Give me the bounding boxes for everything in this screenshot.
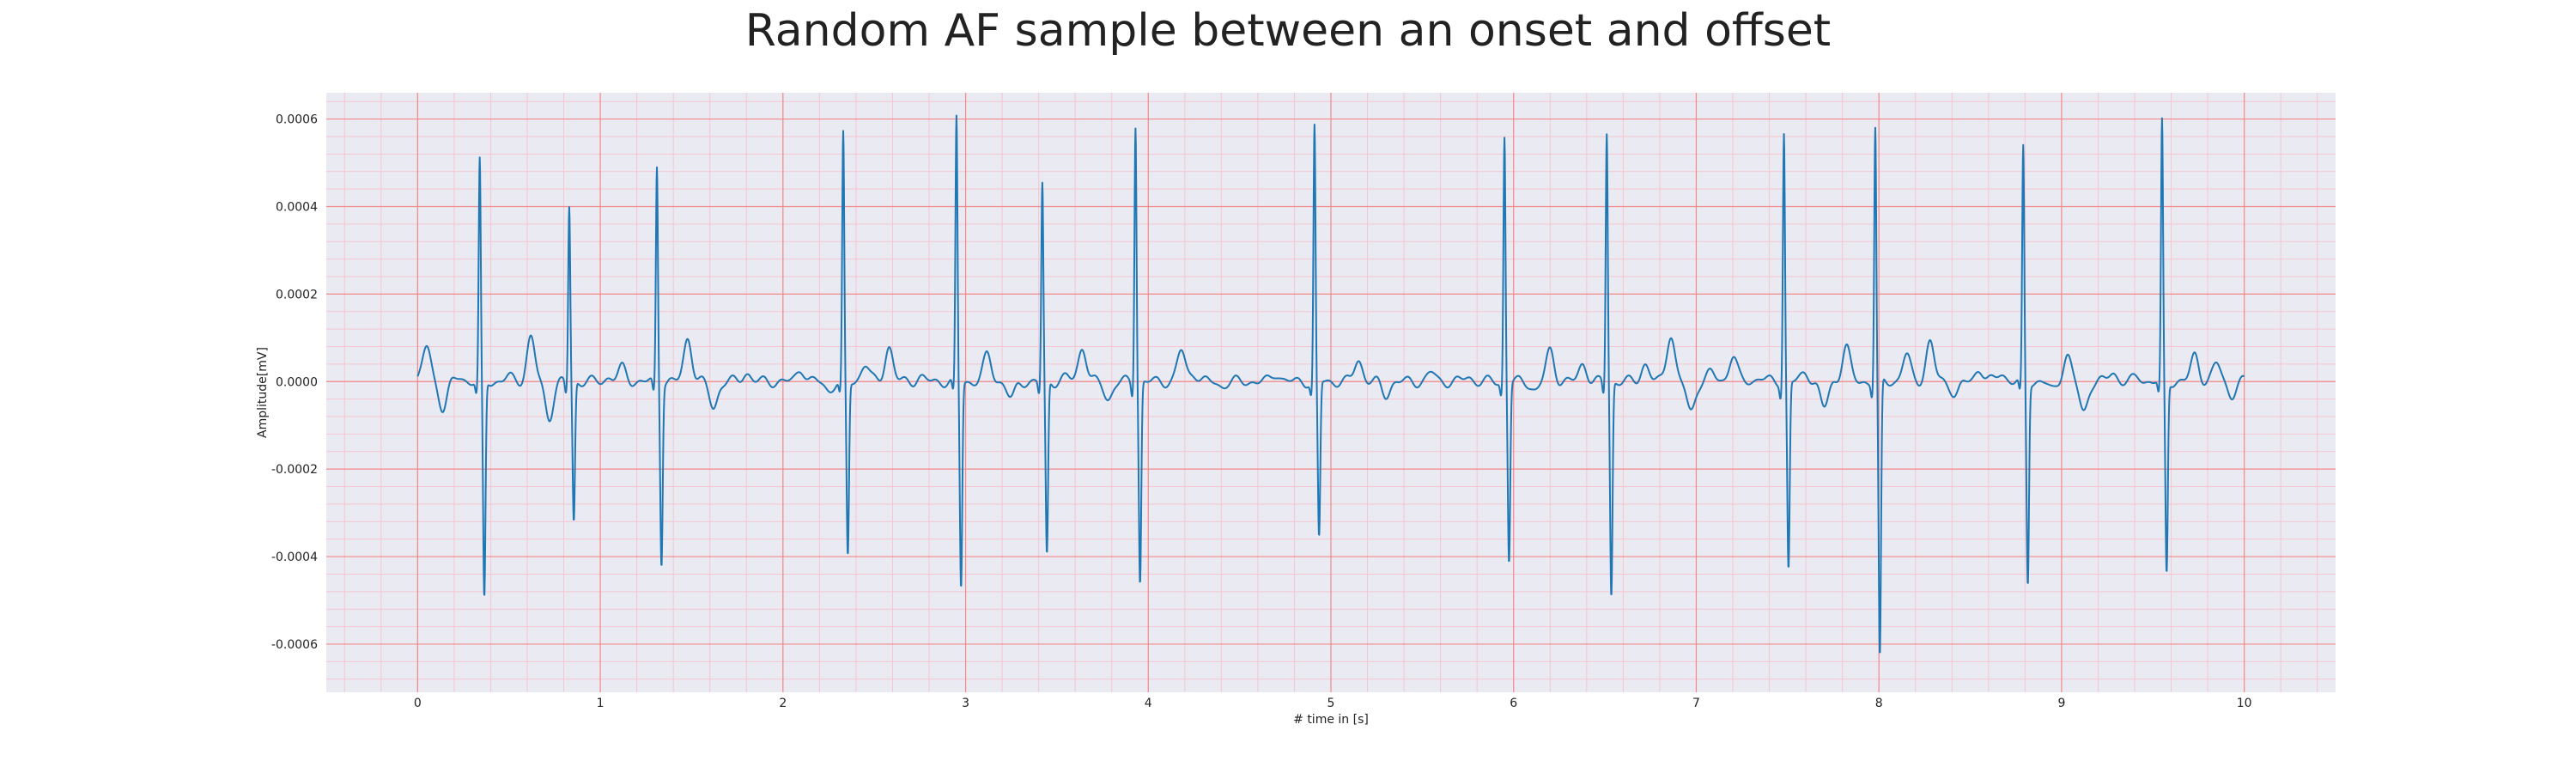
y-tick-label: 0.0002 bbox=[276, 288, 318, 301]
x-tick-labels: 0 1 2 3 4 5 6 7 8 9 10 bbox=[414, 697, 2252, 710]
x-tick-label: 2 bbox=[779, 697, 787, 710]
y-tick-label: 0.0006 bbox=[276, 113, 318, 127]
y-tick-label: -0.0002 bbox=[271, 463, 318, 477]
x-tick-label: 6 bbox=[1510, 697, 1517, 710]
x-tick-label: 5 bbox=[1327, 697, 1335, 710]
chart-title: Random AF sample between an onset and of… bbox=[744, 5, 1832, 57]
x-tick-label: 3 bbox=[962, 697, 969, 710]
x-axis-label: # time in [s] bbox=[1293, 713, 1369, 727]
x-tick-label: 10 bbox=[2237, 697, 2252, 710]
y-tick-label: -0.0006 bbox=[271, 638, 318, 652]
x-tick-label: 7 bbox=[1692, 697, 1700, 710]
y-tick-labels: -0.0006 -0.0004 -0.0002 0.0000 0.0002 0.0004 0… bbox=[271, 113, 318, 652]
x-tick-label: 4 bbox=[1145, 697, 1152, 710]
series-group bbox=[416, 114, 2245, 654]
x-tick-label: 9 bbox=[2057, 697, 2065, 710]
x-tick-label: 0 bbox=[414, 697, 422, 710]
y-tick-label: 0.0000 bbox=[276, 375, 318, 389]
y-tick-label: 0.0004 bbox=[276, 200, 318, 214]
x-tick-label: 1 bbox=[597, 697, 605, 710]
x-tick-label: 8 bbox=[1875, 697, 1883, 710]
y-tick-label: -0.0004 bbox=[271, 551, 318, 564]
ecg-series-line bbox=[416, 114, 2245, 654]
y-axis-label: Amplitude[mV] bbox=[256, 347, 270, 438]
